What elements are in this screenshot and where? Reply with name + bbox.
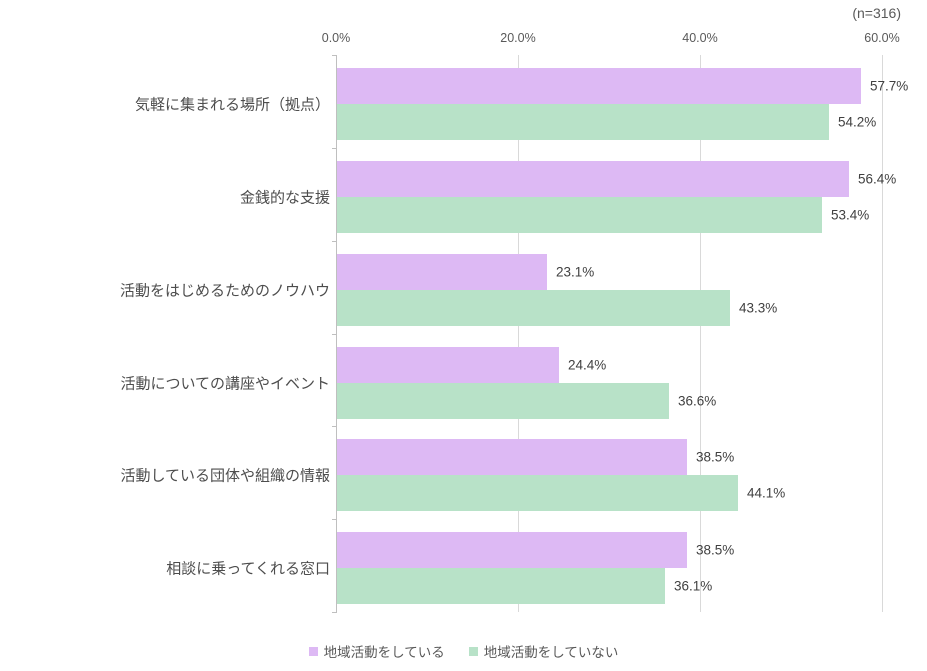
category-axis-tick <box>332 334 337 335</box>
gridline <box>700 55 701 612</box>
gridline <box>518 55 519 612</box>
category-label: 活動している団体や組織の情報 <box>120 467 330 485</box>
category-labels: 気軽に集まれる場所（拠点） 金銭的な支援活動をはじめるためのノウハウ 活動についての… <box>0 55 330 612</box>
value-label: 57.7% <box>870 78 909 94</box>
value-label: 36.6% <box>678 393 717 408</box>
bar-series-1 <box>337 160 849 197</box>
legend-label: 地域活動をしていない <box>483 645 619 660</box>
category-label: 相談に乗ってくれる窓口 <box>166 560 330 578</box>
bar-series-2 <box>337 382 669 419</box>
bar-series-2 <box>337 289 730 326</box>
category-label: 気軽に集まれる場所（拠点） <box>134 96 330 114</box>
legend-entry: 地域活動をしていない <box>468 641 619 661</box>
sample-size-annotation: (n=316) <box>852 5 901 21</box>
plot-area: 57.7% 54.2% 56.4% 53.4% 23.1% 43.3% 24.4% 36.6%… <box>332 55 922 613</box>
value-label: 38.5% <box>696 449 735 465</box>
category-axis-tick <box>332 55 337 56</box>
category-axis-tick <box>332 241 337 242</box>
legend-swatch <box>308 646 318 656</box>
legend-entry: 地域活動をしている <box>308 641 445 661</box>
value-label: 44.1% <box>747 485 786 501</box>
bar-series-2 <box>337 196 822 233</box>
category-axis-tick <box>332 612 337 613</box>
x-axis-tick-label: 60.0% <box>864 31 900 45</box>
value-label: 53.4% <box>831 207 870 223</box>
bar-series-2 <box>337 568 665 605</box>
value-label: 36.1% <box>674 578 713 594</box>
value-label: 54.2% <box>838 114 877 130</box>
value-label: 43.3% <box>739 300 778 316</box>
category-axis-tick <box>332 426 337 427</box>
value-label: 23.1% <box>556 264 595 280</box>
bar-series-1 <box>337 68 861 104</box>
value-label: 56.4% <box>858 171 897 187</box>
bar-series-2 <box>337 475 738 512</box>
bar-series-1 <box>337 253 547 290</box>
value-label: 24.4% <box>568 357 607 372</box>
gridline <box>882 55 883 612</box>
bar-series-1 <box>337 439 687 476</box>
bar-series-1 <box>337 346 559 383</box>
bar-series-2 <box>337 104 829 140</box>
category-axis-tick <box>332 148 337 149</box>
x-axis-tick-label: 20.0% <box>500 31 536 45</box>
legend-swatch <box>468 646 478 656</box>
x-axis-tick-label: 0.0% <box>321 31 351 45</box>
x-axis: 0.0% 20.0% 40.0% 60.0% <box>322 31 921 47</box>
category-axis-tick <box>332 519 337 520</box>
value-label: 38.5% <box>696 542 735 558</box>
bar-series-1 <box>337 532 687 569</box>
legend: 地域活動をしている 地域活動をしていない <box>0 641 927 661</box>
category-label: 金銭的な支援 <box>239 189 330 207</box>
category-label: 活動についての講座やイベント <box>120 375 330 392</box>
x-axis-tick-label: 40.0% <box>682 31 718 45</box>
category-label: 活動をはじめるためのノウハウ <box>119 282 330 300</box>
legend-label: 地域活動をしている <box>323 645 445 660</box>
